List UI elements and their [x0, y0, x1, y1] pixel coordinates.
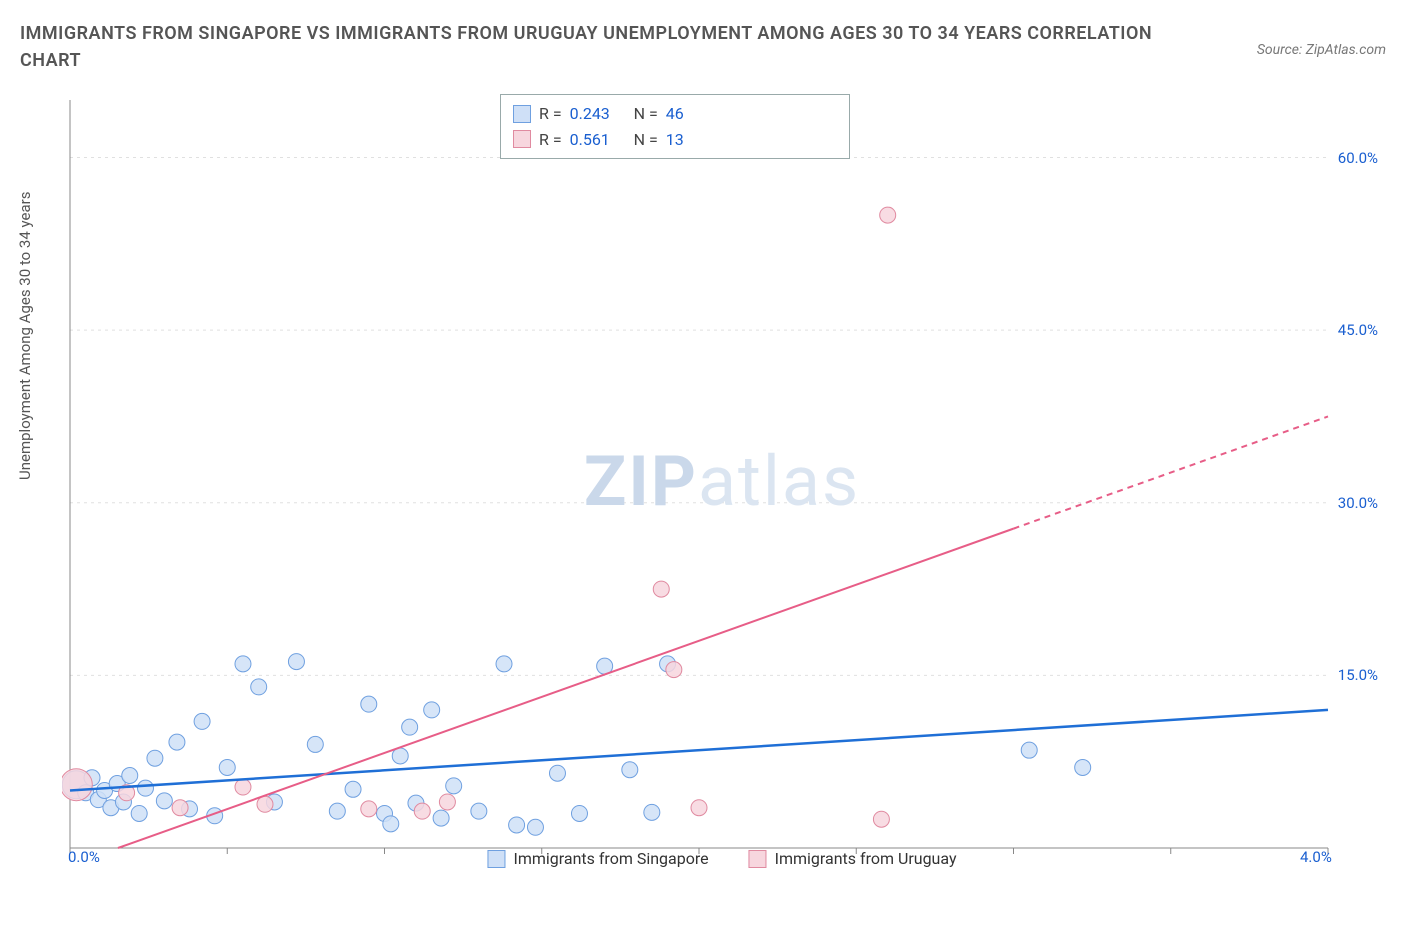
data-point	[1075, 759, 1091, 775]
data-point	[251, 679, 267, 695]
y-axis-tick-label: 45.0%	[1338, 321, 1378, 339]
data-point	[235, 779, 251, 795]
legend-swatch	[487, 850, 505, 868]
data-point	[414, 803, 430, 819]
correlation-stats-box: R = 0.243 N = 46 R = 0.561 N = 13	[500, 94, 850, 159]
chart-source: Source: ZipAtlas.com	[1257, 42, 1386, 58]
data-point	[402, 719, 418, 735]
data-point	[1021, 742, 1037, 758]
legend-label: Immigrants from Uruguay	[775, 849, 957, 868]
data-point	[446, 778, 462, 794]
data-point	[235, 656, 251, 672]
trend-line	[70, 710, 1328, 791]
data-point	[361, 801, 377, 817]
data-point	[194, 713, 210, 729]
data-point	[172, 800, 188, 816]
y-axis-tick-label: 30.0%	[1338, 494, 1378, 512]
legend-swatch	[749, 850, 767, 868]
y-axis-tick-label: 60.0%	[1338, 149, 1378, 167]
plot-area: ZIPatlas R =0.243 N =46R =0.561 N =13 0.…	[62, 92, 1382, 872]
data-point	[424, 702, 440, 718]
data-point	[156, 793, 172, 809]
stats-row: R = 0.561 N = 13	[513, 127, 837, 153]
stat-n-label: N =	[630, 127, 658, 153]
data-point	[122, 768, 138, 784]
data-point	[691, 800, 707, 816]
stat-r-value: 0.561	[570, 127, 622, 153]
data-point	[880, 207, 896, 223]
data-point	[527, 819, 543, 835]
stats-row: R = 0.243 N = 46	[513, 101, 837, 127]
data-point	[622, 762, 638, 778]
stat-n-value: 13	[666, 127, 718, 153]
stat-r-label: R =	[539, 101, 562, 127]
y-axis-tick-label: 15.0%	[1338, 666, 1378, 684]
data-point	[361, 696, 377, 712]
data-point	[496, 656, 512, 672]
data-point	[169, 734, 185, 750]
stat-n-value: 46	[666, 101, 718, 127]
x-axis-min-label: 0.0%	[68, 848, 100, 866]
series-swatch	[513, 130, 531, 148]
data-point	[383, 816, 399, 832]
data-point	[219, 759, 235, 775]
data-point	[288, 654, 304, 670]
data-point	[439, 794, 455, 810]
data-point	[571, 805, 587, 821]
data-point	[509, 817, 525, 833]
series-swatch	[513, 105, 531, 123]
y-axis-label: Unemployment Among Ages 30 to 34 years	[16, 192, 34, 480]
data-point	[147, 750, 163, 766]
legend-item: Immigrants from Uruguay	[749, 849, 957, 868]
stat-r-label: R =	[539, 127, 562, 153]
data-point	[471, 803, 487, 819]
data-point	[62, 769, 92, 801]
chart-legend: Immigrants from Singapore Immigrants from…	[487, 849, 956, 868]
stat-n-label: N =	[630, 101, 658, 127]
data-point	[873, 811, 889, 827]
data-point	[307, 736, 323, 752]
trend-line-dashed	[1014, 416, 1329, 528]
data-point	[549, 765, 565, 781]
x-axis-max-label: 4.0%	[1300, 848, 1332, 866]
data-point	[666, 662, 682, 678]
data-point	[433, 810, 449, 826]
chart-title: IMMIGRANTS FROM SINGAPORE VS IMMIGRANTS …	[20, 20, 1170, 74]
data-point	[345, 781, 361, 797]
data-point	[653, 581, 669, 597]
scatter-chart-svg	[62, 92, 1382, 872]
data-point	[131, 805, 147, 821]
stat-r-value: 0.243	[570, 101, 622, 127]
data-point	[257, 796, 273, 812]
data-point	[137, 780, 153, 796]
data-point	[644, 804, 660, 820]
data-point	[329, 803, 345, 819]
legend-label: Immigrants from Singapore	[513, 849, 708, 868]
legend-item: Immigrants from Singapore	[487, 849, 708, 868]
